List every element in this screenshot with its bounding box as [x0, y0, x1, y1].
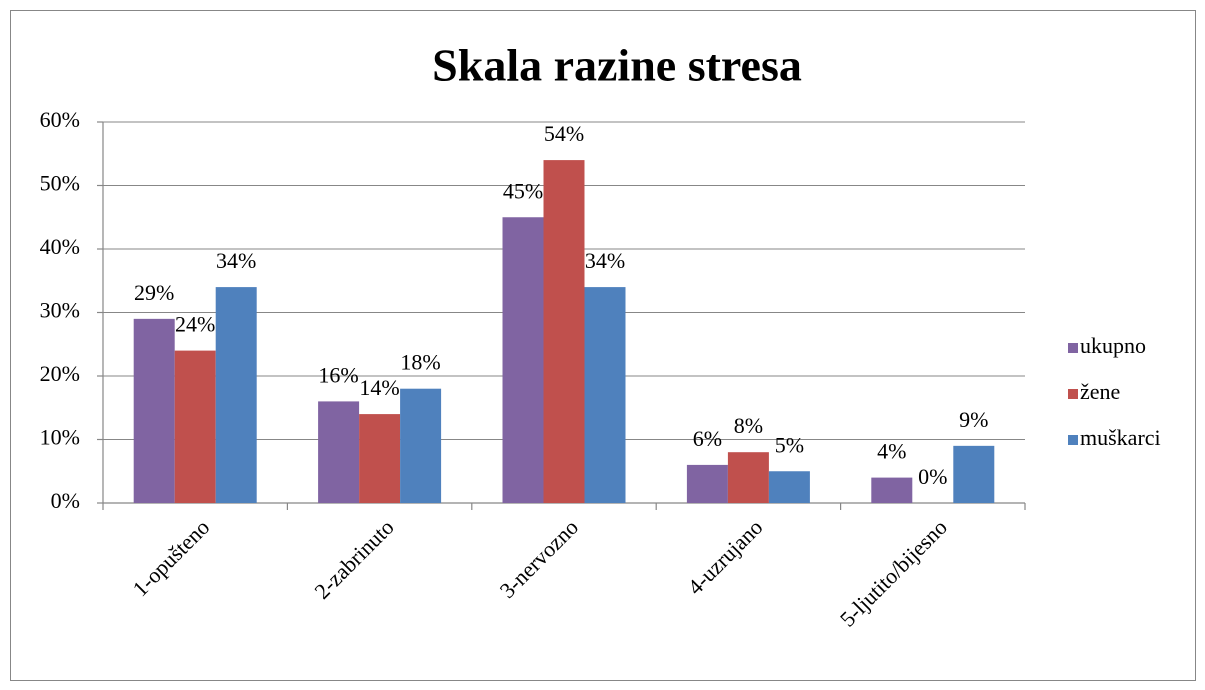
data-label: 34%	[585, 248, 625, 273]
bar	[318, 401, 360, 503]
y-tick-label: 20%	[40, 361, 80, 386]
legend-label: žene	[1080, 379, 1120, 404]
y-tick-label: 10%	[40, 425, 80, 450]
y-tick-label: 40%	[40, 234, 80, 259]
data-label: 45%	[503, 178, 543, 203]
bar	[400, 388, 442, 503]
data-label: 9%	[959, 407, 988, 432]
data-label: 4%	[877, 439, 906, 464]
data-label: 24%	[175, 312, 215, 337]
y-tick-label: 60%	[40, 107, 80, 132]
data-label: 8%	[734, 413, 763, 438]
legend-swatch	[1068, 343, 1078, 353]
legend-label: ukupno	[1080, 333, 1146, 358]
bar	[174, 350, 216, 503]
bar	[215, 287, 257, 503]
bar	[686, 464, 728, 503]
data-label: 29%	[134, 280, 174, 305]
bar	[502, 217, 544, 503]
legend-label: muškarci	[1080, 425, 1161, 450]
bar	[584, 287, 626, 503]
bar	[133, 318, 175, 503]
data-label: 14%	[359, 375, 399, 400]
bar	[953, 445, 995, 503]
data-label: 34%	[216, 248, 256, 273]
data-label: 0%	[918, 464, 947, 489]
bar	[727, 452, 769, 503]
y-tick-label: 30%	[40, 298, 80, 323]
data-label: 16%	[318, 362, 358, 387]
data-label: 18%	[400, 350, 440, 375]
chart-title: Skala razine stresa	[432, 40, 802, 91]
legend-swatch	[1068, 389, 1078, 399]
data-label: 6%	[693, 426, 722, 451]
bar	[768, 471, 810, 503]
y-tick-label: 50%	[40, 171, 80, 196]
data-label: 54%	[544, 121, 584, 146]
data-label: 5%	[775, 432, 804, 457]
bar	[543, 160, 585, 503]
y-tick-label: 0%	[51, 488, 80, 513]
bar	[359, 414, 401, 503]
legend-swatch	[1068, 435, 1078, 445]
bar	[871, 477, 913, 503]
